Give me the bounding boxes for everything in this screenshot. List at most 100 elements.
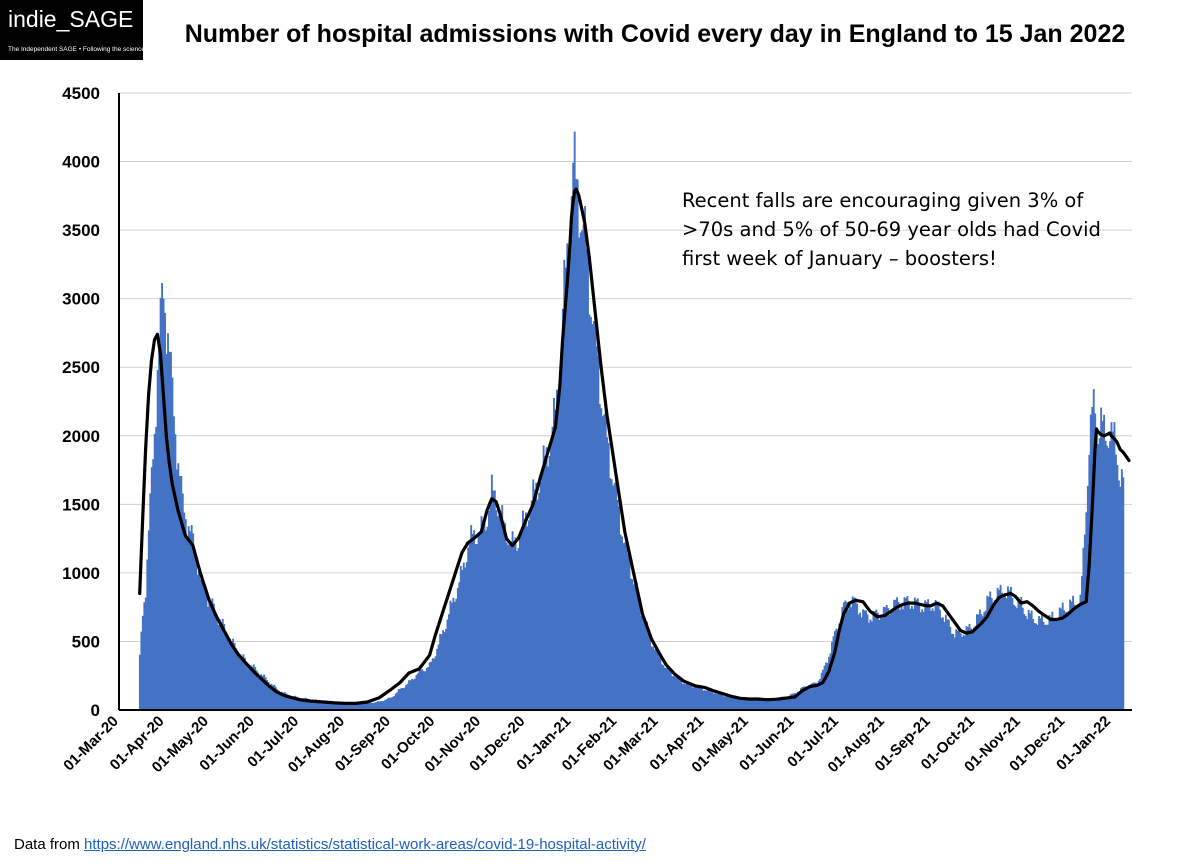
bar	[768, 698, 771, 710]
bar	[567, 269, 570, 710]
bar	[601, 416, 604, 710]
bar	[587, 257, 589, 710]
bar	[529, 509, 532, 710]
bar	[482, 524, 484, 710]
bar	[1017, 597, 1020, 710]
bar	[408, 680, 410, 710]
bar	[316, 700, 319, 710]
bar	[896, 597, 899, 710]
bar	[538, 492, 541, 710]
bar	[360, 703, 363, 710]
bar	[687, 682, 690, 710]
bar	[904, 598, 907, 710]
bar	[149, 493, 152, 710]
bar	[381, 701, 384, 710]
bar	[520, 529, 523, 710]
bar	[996, 587, 999, 710]
bar	[144, 597, 147, 710]
bar	[828, 656, 830, 710]
bar	[964, 635, 967, 710]
bar	[597, 356, 600, 710]
bar	[1001, 592, 1004, 710]
bar	[1057, 618, 1060, 710]
bar	[831, 641, 833, 710]
bar	[987, 596, 990, 710]
bar	[629, 578, 632, 710]
bar	[962, 634, 965, 710]
bar	[527, 520, 530, 710]
bar	[1055, 619, 1058, 710]
bar	[783, 696, 786, 710]
bar	[1094, 413, 1097, 710]
seven-day-average-line	[138, 187, 1131, 705]
bar	[683, 683, 686, 710]
bar	[749, 698, 752, 710]
chart-title: Number of hospital admissions with Covid…	[184, 20, 1126, 48]
bar	[592, 321, 595, 710]
indie-sage-logo: indie_SAGE The Independent SAGE • Follow…	[0, 0, 145, 60]
bar	[486, 526, 489, 710]
bar	[1024, 615, 1027, 710]
bar	[919, 612, 922, 710]
bar	[983, 611, 986, 710]
y-tick-label: 4500	[62, 84, 100, 103]
bar	[737, 697, 740, 710]
bar	[561, 308, 564, 710]
bar	[918, 604, 921, 710]
bar	[396, 692, 399, 710]
y-tick-label: 2500	[62, 358, 100, 377]
bar	[699, 687, 702, 710]
bar	[514, 537, 517, 710]
bar	[184, 519, 187, 710]
bar	[313, 700, 316, 710]
bar	[493, 490, 496, 710]
bar	[884, 607, 887, 710]
bar	[998, 589, 1001, 710]
bar	[489, 500, 492, 710]
bar	[1064, 612, 1067, 710]
bar	[598, 404, 601, 710]
bar	[1100, 407, 1103, 710]
bar	[431, 658, 434, 710]
bar	[285, 693, 288, 710]
bar	[343, 702, 345, 710]
bar	[632, 584, 635, 710]
bar	[344, 702, 347, 710]
bar	[393, 696, 396, 710]
bar	[1007, 586, 1009, 710]
bar	[158, 337, 161, 710]
bar	[940, 617, 943, 710]
bar	[810, 683, 813, 710]
bar	[332, 701, 335, 710]
bar	[899, 609, 901, 710]
bar	[563, 259, 566, 710]
bar	[736, 698, 739, 710]
bar	[233, 642, 236, 710]
bar	[585, 248, 588, 711]
bar	[310, 700, 313, 710]
source-link[interactable]: https://www.england.nhs.uk/statistics/st…	[84, 836, 646, 853]
bar	[303, 698, 305, 710]
bar	[171, 377, 174, 710]
bar	[550, 442, 552, 710]
bar	[881, 618, 884, 710]
bar	[350, 702, 353, 710]
bar	[177, 463, 180, 710]
bar	[1080, 576, 1083, 710]
bar	[658, 653, 660, 710]
bar	[211, 598, 214, 710]
bar	[317, 700, 320, 710]
bar	[415, 674, 418, 710]
y-tick-label: 0	[91, 701, 100, 720]
bar	[511, 531, 514, 710]
bar	[150, 467, 153, 710]
bar	[757, 699, 759, 710]
bar	[377, 701, 379, 710]
daily-bars	[138, 131, 1125, 711]
bar	[406, 683, 409, 710]
bar	[668, 670, 671, 710]
bar	[1085, 512, 1088, 710]
bar	[325, 700, 328, 710]
bar	[156, 369, 159, 710]
bar	[1039, 618, 1042, 710]
